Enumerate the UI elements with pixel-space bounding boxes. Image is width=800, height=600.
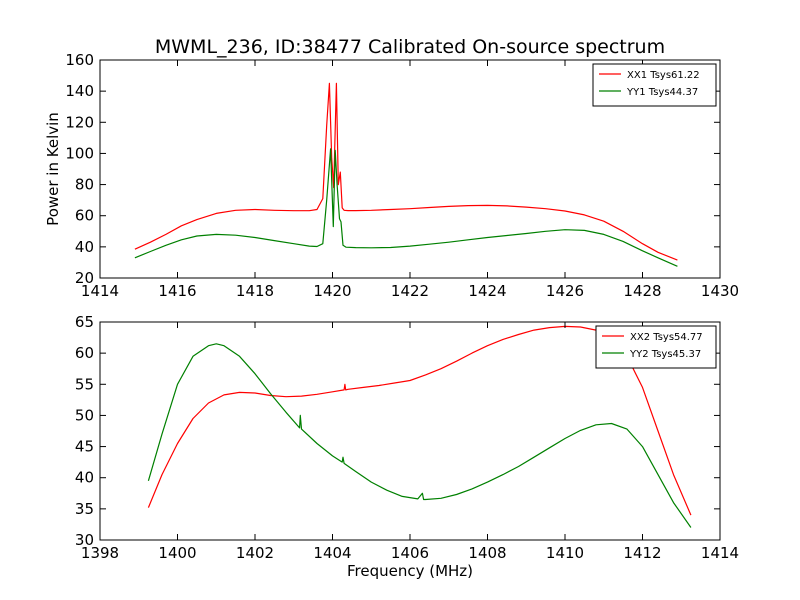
- top-y-tick-label: 120: [65, 113, 94, 131]
- top-y-tick-label: 160: [65, 51, 94, 69]
- top-x-tick-label: 1420: [313, 282, 351, 300]
- bottom-legend-box: [595, 325, 717, 369]
- bottom-y-tick-label: 45: [75, 438, 94, 456]
- top-legend-label-2: YY1 Tsys44.37: [626, 87, 698, 98]
- top-panel: 1414 1416 1418 1420 1422 1424 1426 1428 1430 20 40…: [44, 51, 739, 300]
- bottom-x-tick-label: 1398: [81, 544, 119, 562]
- top-x-tick-label: 1416: [158, 282, 196, 300]
- top-y-tick-label: 40: [75, 238, 94, 256]
- bottom-series-line-2: [147, 343, 692, 528]
- bottom-x-tick-label: 1412: [623, 544, 661, 562]
- bottom-series-line-1: [147, 325, 692, 516]
- top-panel-ticks: 1414 1416 1418 1420 1422 1424 1426 1428 1430 20 40…: [65, 51, 739, 300]
- bottom-panel-ticks: 1398 1400 1402 1404 1406 1408 1410 1412 1414 30 35…: [75, 313, 739, 562]
- chart-title: MWML_236, ID:38477 Calibrated On-source …: [155, 36, 665, 58]
- bottom-x-tick-label: 1402: [236, 544, 274, 562]
- top-x-tick-label: 1430: [701, 282, 739, 300]
- top-x-tick-label: 1418: [236, 282, 274, 300]
- top-y-axis-label: Power in Kelvin: [44, 112, 62, 226]
- bottom-y-tick-label: 30: [75, 531, 94, 549]
- top-legend-label-1: XX1 Tsys61.22: [627, 70, 700, 81]
- bottom-x-tick-label: 1414: [701, 544, 739, 562]
- top-x-tick-label: 1426: [546, 282, 584, 300]
- top-y-tick-label: 20: [75, 269, 94, 287]
- bottom-x-tick-label: 1404: [313, 544, 351, 562]
- bottom-y-tick-label: 55: [75, 375, 94, 393]
- bottom-y-tick-label: 35: [75, 500, 94, 518]
- top-legend-box: [592, 63, 717, 107]
- top-series-line-2: [134, 148, 678, 267]
- bottom-panel-legend: XX2 Tsys54.77 YY2 Tsys45.37: [595, 325, 717, 369]
- bottom-y-tick-label: 50: [75, 406, 94, 424]
- bottom-legend-label-2: YY2 Tsys45.37: [629, 349, 701, 360]
- bottom-x-tick-label: 1410: [546, 544, 584, 562]
- top-series-line-1: [134, 82, 678, 261]
- top-x-tick-label: 1414: [81, 282, 119, 300]
- top-panel-series: [134, 82, 678, 267]
- top-y-tick-label: 60: [75, 207, 94, 225]
- top-y-tick-label: 100: [65, 144, 94, 162]
- top-panel-legend: XX1 Tsys61.22 YY1 Tsys44.37: [592, 63, 717, 107]
- bottom-y-tick-label: 40: [75, 469, 94, 487]
- bottom-x-tick-label: 1408: [468, 544, 506, 562]
- top-x-tick-label: 1424: [468, 282, 506, 300]
- top-x-tick-label: 1428: [623, 282, 661, 300]
- top-y-tick-label: 80: [75, 176, 94, 194]
- bottom-y-tick-label: 65: [75, 313, 94, 331]
- bottom-x-tick-label: 1406: [391, 544, 429, 562]
- bottom-y-tick-label: 60: [75, 344, 94, 362]
- bottom-legend-label-1: XX2 Tsys54.77: [630, 332, 703, 343]
- bottom-x-tick-label: 1400: [158, 544, 196, 562]
- top-y-tick-label: 140: [65, 82, 94, 100]
- top-x-tick-label: 1422: [391, 282, 429, 300]
- bottom-panel-series: [147, 325, 692, 528]
- bottom-x-axis-label: Frequency (MHz): [347, 562, 473, 580]
- bottom-panel: 1398 1400 1402 1404 1406 1408 1410 1412 1414 30 35…: [75, 313, 739, 580]
